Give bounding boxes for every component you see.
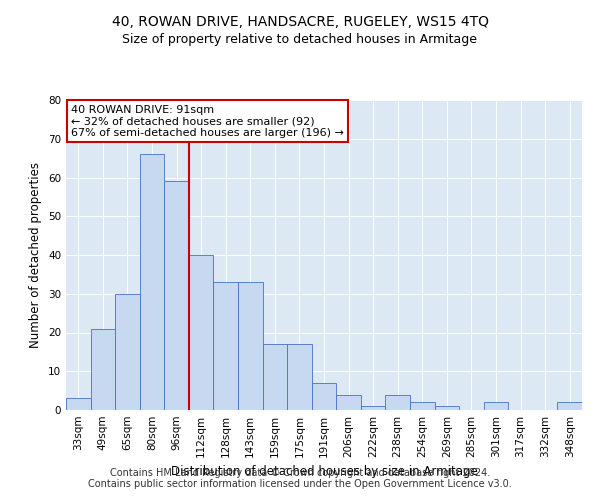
Bar bbox=[287, 344, 312, 410]
Bar bbox=[434, 406, 459, 410]
Bar bbox=[214, 282, 238, 410]
Bar bbox=[189, 255, 214, 410]
Bar bbox=[410, 402, 434, 410]
Bar bbox=[385, 394, 410, 410]
Text: Contains HM Land Registry data © Crown copyright and database right 2024.: Contains HM Land Registry data © Crown c… bbox=[110, 468, 490, 477]
Bar bbox=[312, 383, 336, 410]
Bar bbox=[91, 328, 115, 410]
Bar bbox=[66, 398, 91, 410]
Text: Contains public sector information licensed under the Open Government Licence v3: Contains public sector information licen… bbox=[88, 479, 512, 489]
Bar bbox=[263, 344, 287, 410]
Text: 40 ROWAN DRIVE: 91sqm
← 32% of detached houses are smaller (92)
67% of semi-deta: 40 ROWAN DRIVE: 91sqm ← 32% of detached … bbox=[71, 104, 344, 138]
Bar bbox=[238, 282, 263, 410]
Bar bbox=[164, 182, 189, 410]
Text: Size of property relative to detached houses in Armitage: Size of property relative to detached ho… bbox=[122, 32, 478, 46]
Bar bbox=[115, 294, 140, 410]
X-axis label: Distribution of detached houses by size in Armitage: Distribution of detached houses by size … bbox=[170, 466, 478, 478]
Bar bbox=[140, 154, 164, 410]
Bar bbox=[557, 402, 582, 410]
Text: 40, ROWAN DRIVE, HANDSACRE, RUGELEY, WS15 4TQ: 40, ROWAN DRIVE, HANDSACRE, RUGELEY, WS1… bbox=[112, 15, 488, 29]
Bar bbox=[361, 406, 385, 410]
Bar bbox=[336, 394, 361, 410]
Bar bbox=[484, 402, 508, 410]
Y-axis label: Number of detached properties: Number of detached properties bbox=[29, 162, 43, 348]
